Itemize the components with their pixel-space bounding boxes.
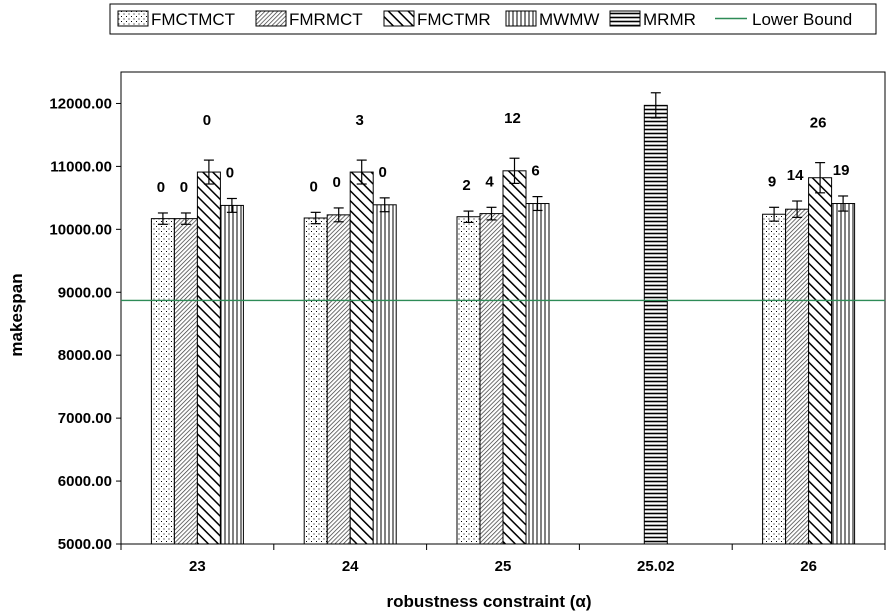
bar-data-label: 14 [787,167,804,184]
legend-box [109,3,877,35]
bar-fmrmct [785,208,810,545]
bar-fmrmct [479,213,504,545]
legend-label: MWMW [539,10,599,29]
y-tick-label: 11000.00 [50,158,112,175]
bar-mwmw [831,203,856,545]
bar-data-label: 26 [810,115,827,132]
bar-data-label: 4 [485,173,494,190]
bar-data-label: 19 [833,162,850,179]
bar-fmctmr [808,177,833,545]
bar-data-label: 6 [531,163,539,180]
bar-mwmw [525,203,550,545]
x-tick-label: 25.02 [637,558,675,575]
y-tick-label: 8000.00 [58,347,112,364]
x-tick-label: 24 [342,558,359,575]
x-axis-title: robustness constraint (α) [386,592,591,611]
y-tick-label: 12000.00 [49,95,112,112]
bar-data-label: 0 [226,164,234,181]
bar-mwmw [219,204,244,545]
bar-mrmr [643,104,668,545]
bar-data-label: 0 [180,179,188,196]
legend-label: FMRMCT [289,10,363,29]
legend-label: FMCTMCT [151,10,235,29]
bar-data-label: 2 [462,177,470,194]
bar-fmctmct [762,213,787,545]
bar-data-label: 0 [333,174,341,191]
legend-label: MRMR [643,10,696,29]
bar-data-label: 3 [356,112,364,129]
bar-data-label: 12 [504,110,521,127]
legend-swatch-fmctmr [383,10,415,27]
y-tick-label: 7000.00 [58,410,112,427]
y-tick-label: 5000.00 [58,536,112,553]
y-tick-label: 10000.00 [49,221,112,238]
bar-fmctmr [196,171,221,545]
legend-swatch-mrmr [609,10,641,27]
legend-swatch-mwmw [505,10,537,27]
bar-fmctmr [349,171,374,545]
bar-data-label: 0 [157,179,165,196]
bar-data-label: 9 [768,173,776,190]
y-tick-label: 6000.00 [58,473,112,490]
bar-mwmw [372,204,397,545]
legend-label: Lower Bound [752,10,852,29]
bar-fmctmr [502,170,527,545]
legend: FMCTMCT FMRMCT FMCTMR MWMW MRMR Lower Bound [109,3,877,35]
legend-swatch-fmrmct [255,10,287,27]
bar-fmrmct [173,218,198,545]
bar-data-label: 0 [310,178,318,195]
legend-swatch-fmctmct [117,10,149,27]
bar-fmctmct [456,216,481,545]
x-tick-label: 23 [189,558,206,575]
legend-label: FMCTMR [417,10,491,29]
y-tick-label: 9000.00 [58,284,112,301]
bar-data-label: 0 [379,164,387,181]
x-tick-label: 25 [495,558,512,575]
bar-fmrmct [326,214,351,545]
x-tick-label: 26 [800,558,817,575]
bar-data-label: 0 [203,112,211,129]
bar-fmctmct [150,218,175,545]
bar-fmctmct [303,217,328,545]
y-axis-title: makespan [7,273,26,356]
